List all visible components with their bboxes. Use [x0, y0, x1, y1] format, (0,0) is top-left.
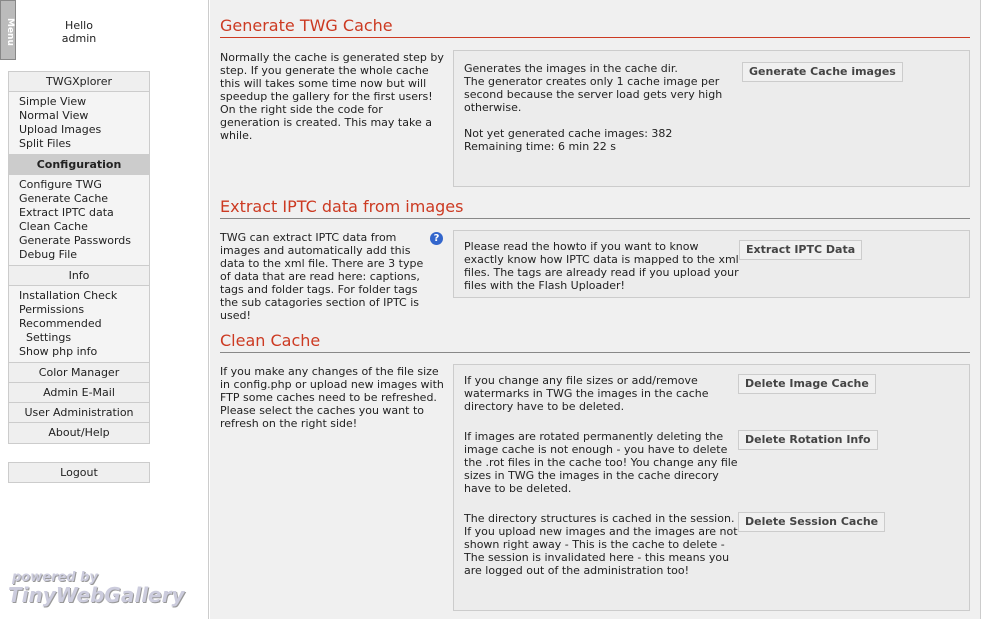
sidebar-group-items: Installation Check Permissions Recommended…: [9, 286, 149, 363]
help-icon[interactable]: ?: [430, 232, 443, 245]
sidebar-header-info[interactable]: Info: [9, 266, 149, 286]
clean-cache-description: If you make any changes of the file size…: [220, 365, 444, 430]
generate-cache-panel: Generates the images in the cache dir. T…: [453, 50, 970, 187]
extract-iptc-panel: Please read the howto if you want to kno…: [453, 230, 970, 298]
greeting: Hello admin: [8, 19, 150, 45]
menu-toggle-tab[interactable]: Menu: [0, 0, 16, 60]
generate-cache-description: Normally the cache is generated step by …: [220, 51, 444, 142]
logout-button[interactable]: Logout: [8, 462, 150, 483]
sidebar: Menu Hello admin TWGXplorer Simple View Nor…: [0, 0, 209, 619]
extract-iptc-data-button[interactable]: Extract IPTC Data: [739, 240, 863, 260]
delete-image-cache-button[interactable]: Delete Image Cache: [738, 374, 876, 394]
sidebar-item[interactable]: Installation Check: [19, 289, 118, 302]
session-cache-info: The directory structures is cached in th…: [464, 512, 738, 577]
extract-iptc-info: Please read the howto if you want to kno…: [464, 240, 739, 292]
clean-cache-panel: If you change any file sizes or add/remo…: [453, 364, 970, 611]
hello-text: Hello: [65, 19, 93, 32]
tinywebgallery-logo: powered by TinyWebGallery: [8, 570, 185, 607]
delete-session-cache-button[interactable]: Delete Session Cache: [738, 512, 886, 532]
sidebar-item[interactable]: Show php info: [19, 345, 98, 358]
sidebar-item[interactable]: Permissions: [19, 303, 85, 316]
sidebar-item[interactable]: Generate Cache: [19, 192, 109, 205]
section-title-extract-iptc: Extract IPTC data from images: [220, 197, 970, 219]
section-title-clean-cache: Clean Cache: [220, 331, 970, 353]
sidebar-header-color-manager[interactable]: Color Manager: [9, 363, 149, 383]
generate-cache-images-button[interactable]: Generate Cache images: [742, 62, 903, 82]
section-title-generate-cache: Generate TWG Cache: [220, 16, 970, 38]
generate-cache-info: Generates the images in the cache dir. T…: [464, 62, 723, 153]
sidebar-item[interactable]: Settings: [19, 331, 72, 344]
sidebar-header-about-help[interactable]: About/Help: [9, 423, 149, 443]
sidebar-header-admin-e-mail[interactable]: Admin E-Mail: [9, 383, 149, 403]
sidebar-item[interactable]: Configure TWG: [19, 178, 102, 191]
sidebar-item[interactable]: Recommended: [19, 317, 102, 330]
sidebar-group-items: Configure TWG Generate Cache Extract IPTC …: [9, 175, 149, 266]
sidebar-item[interactable]: Debug File: [19, 248, 78, 261]
sidebar-item[interactable]: Simple View: [19, 95, 87, 108]
username: admin: [61, 32, 97, 45]
rotation-info-text: If images are rotated permanently deleti…: [464, 430, 738, 495]
sidebar-item[interactable]: Clean Cache: [19, 220, 88, 233]
sidebar-item[interactable]: Upload Images: [19, 123, 102, 136]
delete-rotation-info-button[interactable]: Delete Rotation Info: [738, 430, 878, 450]
main-content: Generate TWG Cache Normally the cache is…: [210, 0, 981, 619]
sidebar-nav: TWGXplorer Simple View Normal View Upload I…: [8, 71, 150, 444]
sidebar-group-items: Simple View Normal View Upload Images Split…: [9, 92, 149, 155]
sidebar-item[interactable]: Extract IPTC data: [19, 206, 114, 219]
sidebar-header-configuration[interactable]: Configuration: [9, 155, 149, 175]
sidebar-item[interactable]: Generate Passwords: [19, 234, 131, 247]
sidebar-header-twgxplorer[interactable]: TWGXplorer: [9, 72, 149, 92]
image-cache-info: If you change any file sizes or add/remo…: [464, 374, 709, 413]
sidebar-header-user-administration[interactable]: User Administration: [9, 403, 149, 423]
sidebar-item[interactable]: Split Files: [19, 137, 72, 150]
extract-iptc-description: TWG can extract IPTC data from images an…: [220, 231, 424, 322]
sidebar-item[interactable]: Normal View: [19, 109, 89, 122]
